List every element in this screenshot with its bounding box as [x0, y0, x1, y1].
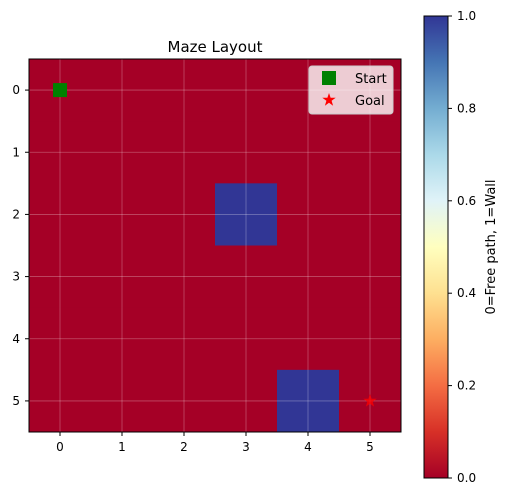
heatmap-cell	[91, 245, 154, 309]
colorbar-tick-label: 0.2	[457, 379, 476, 393]
legend-goal-label: Goal	[355, 94, 385, 109]
x-tick-label: 2	[180, 440, 188, 454]
y-tick-label: 2	[12, 207, 20, 221]
y-tick-label: 3	[12, 270, 20, 284]
heatmap-cell	[215, 307, 278, 371]
heatmap-cell	[91, 307, 154, 371]
heatmap-cell	[153, 59, 216, 122]
heatmap-cell	[91, 183, 154, 246]
heatmap-cell	[215, 121, 278, 184]
heatmap-cell	[215, 245, 278, 309]
y-tick-label: 4	[12, 332, 20, 346]
x-tick-label: 0	[56, 440, 64, 454]
x-tick-label: 4	[304, 440, 312, 454]
heatmap-cell	[29, 369, 92, 433]
heatmap-cell	[277, 307, 340, 371]
x-tick-label: 5	[366, 440, 374, 454]
heatmap-cell	[29, 307, 92, 371]
colorbar-gradient	[423, 15, 449, 479]
chart-title: Maze Layout	[168, 38, 263, 56]
heatmap-cell	[153, 183, 216, 246]
heatmap-cell	[29, 183, 92, 246]
heatmap-cells	[29, 59, 402, 433]
heatmap-cell	[277, 183, 340, 246]
heatmap-cell	[277, 121, 340, 184]
legend-goal-marker	[322, 93, 336, 106]
heatmap-cell	[339, 307, 402, 371]
goal-marker	[363, 393, 377, 407]
x-axis-ticks: 0 1 2 3 4 5	[56, 432, 374, 454]
heatmap-cell	[215, 183, 278, 246]
colorbar-tick-label: 0.6	[457, 194, 476, 208]
heatmap-cell	[29, 121, 92, 184]
colorbar-tick-label: 1.0	[457, 9, 476, 23]
heatmap-cell	[153, 369, 216, 433]
legend-start-label: Start	[355, 72, 387, 87]
plot-area	[28, 58, 402, 433]
gridlines	[29, 59, 401, 432]
colorbar-label: 0=Free path, 1=Wall	[484, 179, 499, 314]
heatmap-cell	[91, 369, 154, 433]
y-tick-label: 0	[12, 83, 20, 97]
heatmap-cell	[153, 121, 216, 184]
heatmap-cell	[153, 307, 216, 371]
heatmap-cell	[91, 59, 154, 122]
y-tick-label: 5	[12, 394, 20, 408]
y-axis-ticks: 0 1 2 3 4 5	[12, 83, 29, 408]
y-tick-label: 1	[12, 145, 20, 159]
markers	[53, 83, 377, 407]
colorbar-ticks: 0.0 0.2 0.4 0.6 0.8 1.0	[448, 9, 476, 485]
colorbar-tick-label: 0.4	[457, 286, 476, 300]
heatmap-cell	[153, 245, 216, 309]
heatmap-cell	[215, 59, 278, 122]
x-tick-label: 3	[242, 440, 250, 454]
heatmap-cell	[277, 245, 340, 309]
colorbar-tick-label: 0.8	[457, 101, 476, 115]
plot-frame	[28, 58, 402, 433]
heatmap-cell	[29, 245, 92, 309]
heatmap-cell	[215, 369, 278, 433]
x-tick-label: 1	[118, 440, 126, 454]
legend-start-marker	[322, 71, 336, 85]
legend: Start Goal	[308, 65, 394, 115]
start-marker	[53, 83, 67, 98]
heatmap-cell	[277, 369, 340, 433]
heatmap-cell	[91, 121, 154, 184]
heatmap-cell	[339, 245, 402, 309]
colorbar-tick-label: 0.0	[457, 471, 476, 485]
colorbar: 0.0 0.2 0.4 0.6 0.8 1.0 0=Free path, 1=Wall	[423, 9, 499, 485]
heatmap-cell	[339, 183, 402, 246]
heatmap-cell	[339, 121, 402, 184]
